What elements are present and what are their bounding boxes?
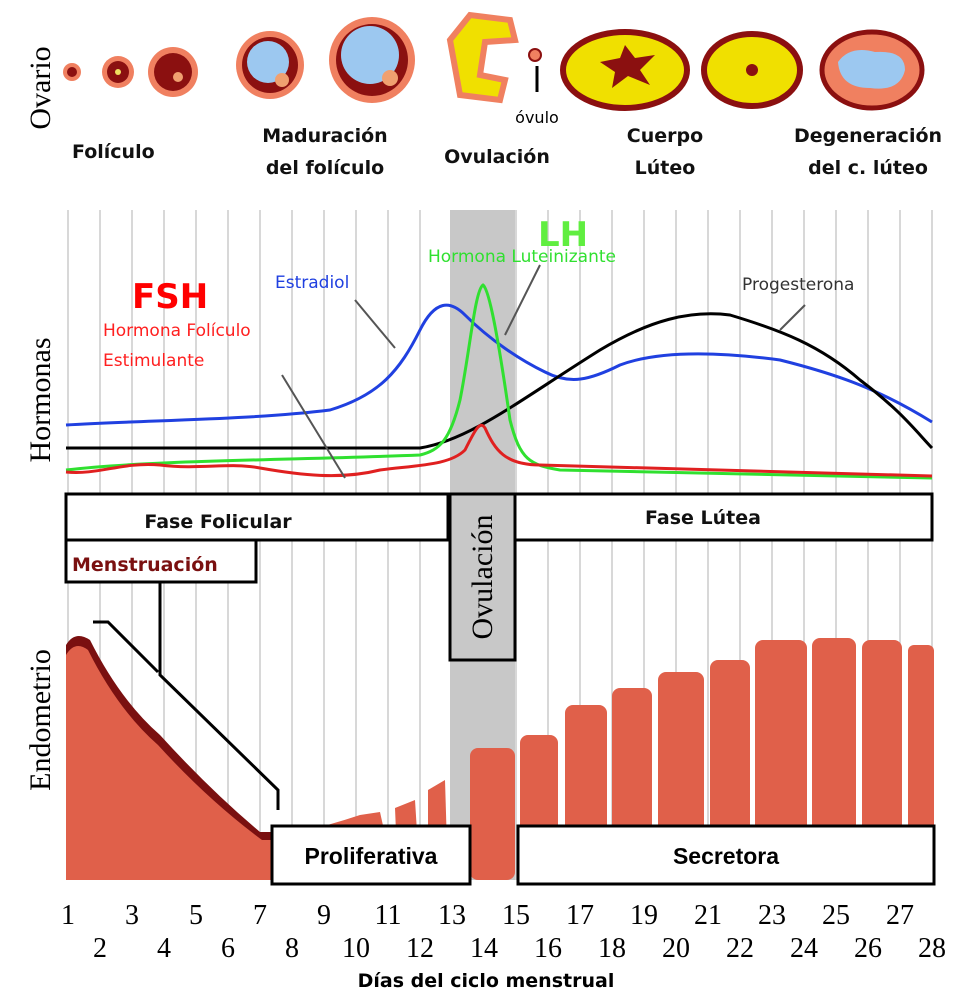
stage-label: del folículo: [266, 157, 384, 179]
menstruation-label: Menstruación: [72, 554, 218, 576]
endometrium-label: Proliferativa: [305, 843, 438, 869]
day-label: 12: [406, 933, 434, 964]
stage-label: Cuerpo: [627, 125, 703, 147]
lh-name: Hormona Luteinizante: [428, 247, 616, 267]
day-label: 28: [918, 933, 946, 964]
day-label: 8: [285, 933, 299, 964]
day-label: 10: [342, 933, 370, 964]
estradiol-label: Estradiol: [275, 273, 349, 293]
side-label: Hormonas: [24, 338, 57, 463]
phase-label: Fase Folicular: [144, 511, 292, 533]
day-label: 19: [630, 900, 658, 931]
day-label: 5: [189, 900, 203, 931]
day-label: 4: [157, 933, 171, 964]
day-label: 7: [253, 900, 267, 931]
day-label: 26: [854, 933, 882, 964]
stage-label: Lúteo: [635, 157, 696, 179]
day-label: 9: [317, 900, 331, 931]
day-label: 23: [758, 900, 786, 931]
endometrium-label: Secretora: [673, 843, 779, 869]
day-label: 20: [662, 933, 690, 964]
page: Ovario Hormonas Endometrio óvulo Folícul…: [0, 0, 973, 999]
fsh-abbr: FSH: [132, 277, 208, 317]
day-label: 18: [598, 933, 626, 964]
ovary-drawings: [63, 15, 922, 108]
day-label: 1: [61, 900, 75, 931]
day-label: 25: [822, 900, 850, 931]
stage-label: del c. lúteo: [808, 157, 928, 179]
progesterone-label: Progesterona: [742, 275, 854, 295]
phase-label: Fase Lútea: [645, 507, 761, 529]
day-label: 6: [221, 933, 235, 964]
stage-label: Degeneración: [794, 125, 942, 147]
day-label: 11: [375, 900, 402, 931]
stage-label: Maduración: [262, 125, 387, 147]
day-label: 22: [726, 933, 754, 964]
stage-label: Ovulación: [444, 146, 550, 168]
fsh-name: Estimulante: [103, 351, 204, 371]
day-label: 27: [886, 900, 914, 931]
day-label: 2: [93, 933, 107, 964]
side-label: Ovario: [24, 46, 57, 129]
stage-label: Folículo: [72, 141, 155, 163]
day-label: 14: [470, 933, 498, 964]
day-label: 3: [125, 900, 139, 931]
day-label: 13: [438, 900, 466, 931]
ovary-stage-labels: Folículo Maduración del folículo Ovulación C…: [72, 125, 942, 179]
day-labels: 1234567891011121314151617181920212223242…: [61, 900, 946, 964]
day-label: 17: [566, 900, 594, 931]
side-label: Endometrio: [24, 649, 57, 791]
x-axis-title: Días del ciclo menstrual: [358, 970, 615, 992]
day-label: 24: [790, 933, 818, 964]
ovum-label: óvulo: [515, 108, 559, 127]
day-label: 21: [694, 900, 722, 931]
day-label: 15: [502, 900, 530, 931]
fsh-name: Hormona Folículo: [103, 321, 251, 341]
day-label: 16: [534, 933, 562, 964]
phase-label: Ovulación: [466, 515, 499, 640]
